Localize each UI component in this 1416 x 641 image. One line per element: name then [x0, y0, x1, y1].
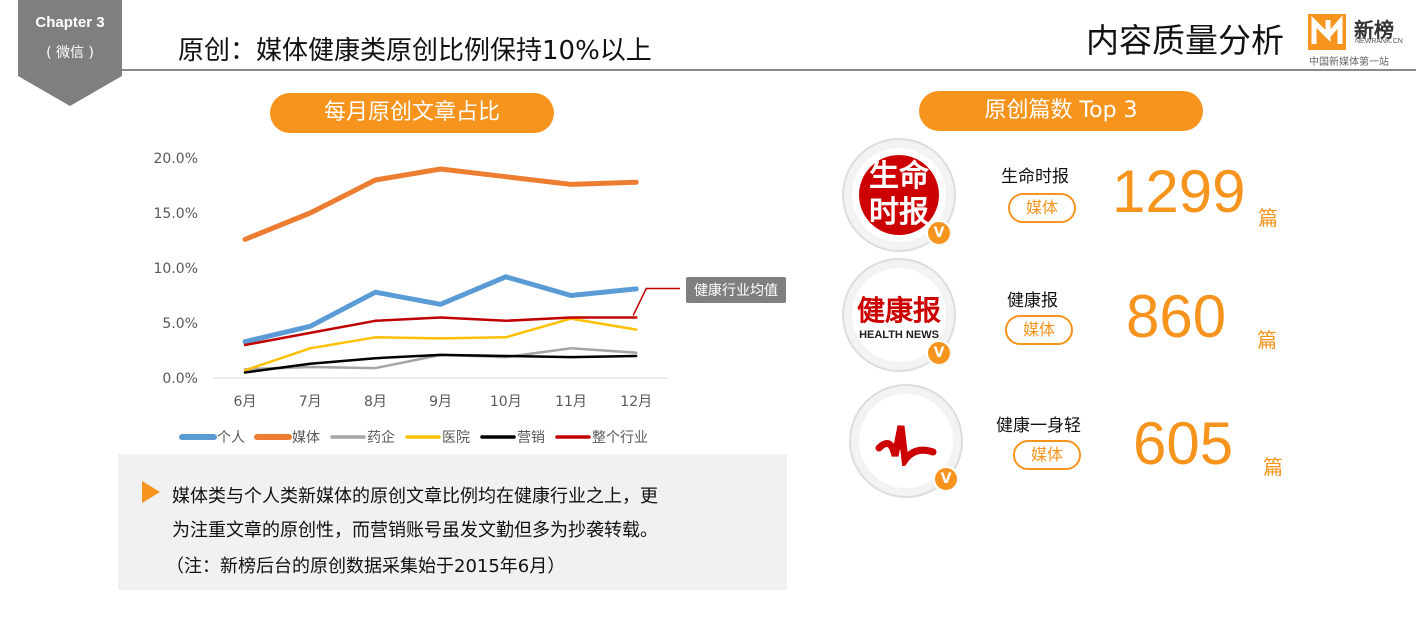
line-chart: 0.0% 5.0% 10.0% 15.0% 20.0% 6月 7月 8月 9月 10月 11月 12月… [154, 151, 680, 446]
chapter-label: Chapter 3 [35, 14, 105, 31]
legend-label: 药企 [367, 429, 395, 446]
verified-icon: V [926, 340, 952, 366]
account-name: 健康报 [1007, 291, 1058, 311]
count-unit: 篇 [1263, 455, 1283, 479]
legend-label: 媒体 [292, 430, 320, 446]
average-callout-line [632, 287, 680, 316]
industry-average-label: 健康行业均值 [686, 277, 786, 303]
summary-note: （注：新榜后台的原创数据采集始于2015年6月） [166, 556, 566, 577]
top3-title-pill: 原创篇数 Top 3 [919, 91, 1203, 131]
header-divider [122, 69, 1416, 71]
y-tick-label: 20.0% [154, 151, 198, 167]
x-tick-label: 12月 [620, 394, 652, 410]
series-line-营销 [243, 353, 638, 374]
page-title: 原创：媒体健康类原创比例保持10%以上 [178, 36, 652, 66]
y-tick-label: 15.0% [154, 206, 198, 222]
account-tag: 媒体 [1005, 315, 1073, 345]
legend-label: 医院 [442, 430, 470, 446]
y-tick-label: 5.0% [162, 316, 198, 332]
y-tick-label: 10.0% [154, 261, 198, 277]
brand-slogan: 中国新媒体第一站 [1309, 57, 1389, 68]
x-tick-label: 9月 [429, 394, 452, 410]
verified-icon: V [933, 466, 959, 492]
series-line-整个行业 [243, 316, 638, 347]
account-avatar: V [849, 384, 963, 498]
brand-sub: NEWRANK.CN [1355, 38, 1403, 45]
summary-box: 媒体类与个人类新媒体的原创文章比例均在健康行业之上，更 为注重文章的原创性，而营… [118, 454, 787, 590]
chapter-badge: Chapter 3 ( 微信 ) [18, 0, 122, 106]
account-name: 健康一身轻 [996, 416, 1081, 436]
arrow-icon [142, 481, 160, 503]
account-avatar: 健康报 HEALTH NEWS V [842, 258, 956, 372]
x-tick-label: 11月 [555, 394, 587, 410]
y-tick-label: 0.0% [162, 371, 198, 387]
count-unit: 篇 [1258, 206, 1278, 230]
legend-label: 个人 [217, 430, 245, 446]
account-tag: 媒体 [1013, 440, 1081, 470]
section-title: 内容质量分析 [1086, 21, 1284, 60]
account-tag: 媒体 [1008, 193, 1076, 223]
x-tick-label: 8月 [364, 394, 387, 410]
account-count: 860 [1126, 283, 1227, 350]
legend-label: 整个行业 [592, 430, 648, 446]
newrank-logo-icon [1308, 14, 1346, 50]
x-tick-label: 10月 [490, 394, 522, 410]
channel-label: ( 微信 ) [46, 45, 94, 61]
summary-line: 为注重文章的原创性，而营销账号虽发文勤但多为抄袭转载。 [172, 520, 658, 541]
legend-label: 营销 [517, 430, 545, 446]
series-line-媒体 [242, 166, 639, 242]
count-unit: 篇 [1257, 328, 1277, 352]
brand-name: 新榜 [1354, 18, 1394, 42]
account-name: 生命时报 [1001, 167, 1069, 187]
account-count: 1299 [1112, 158, 1246, 225]
x-tick-label: 6月 [234, 394, 257, 410]
verified-icon: V [926, 220, 952, 246]
account-avatar: 生命 时报 V [842, 138, 956, 252]
x-tick-label: 7月 [299, 394, 322, 410]
summary-line: 媒体类与个人类新媒体的原创文章比例均在健康行业之上，更 [172, 486, 658, 507]
series-line-个人 [242, 274, 639, 345]
account-count: 605 [1133, 410, 1234, 477]
chart-title-pill: 每月原创文章占比 [270, 93, 554, 133]
